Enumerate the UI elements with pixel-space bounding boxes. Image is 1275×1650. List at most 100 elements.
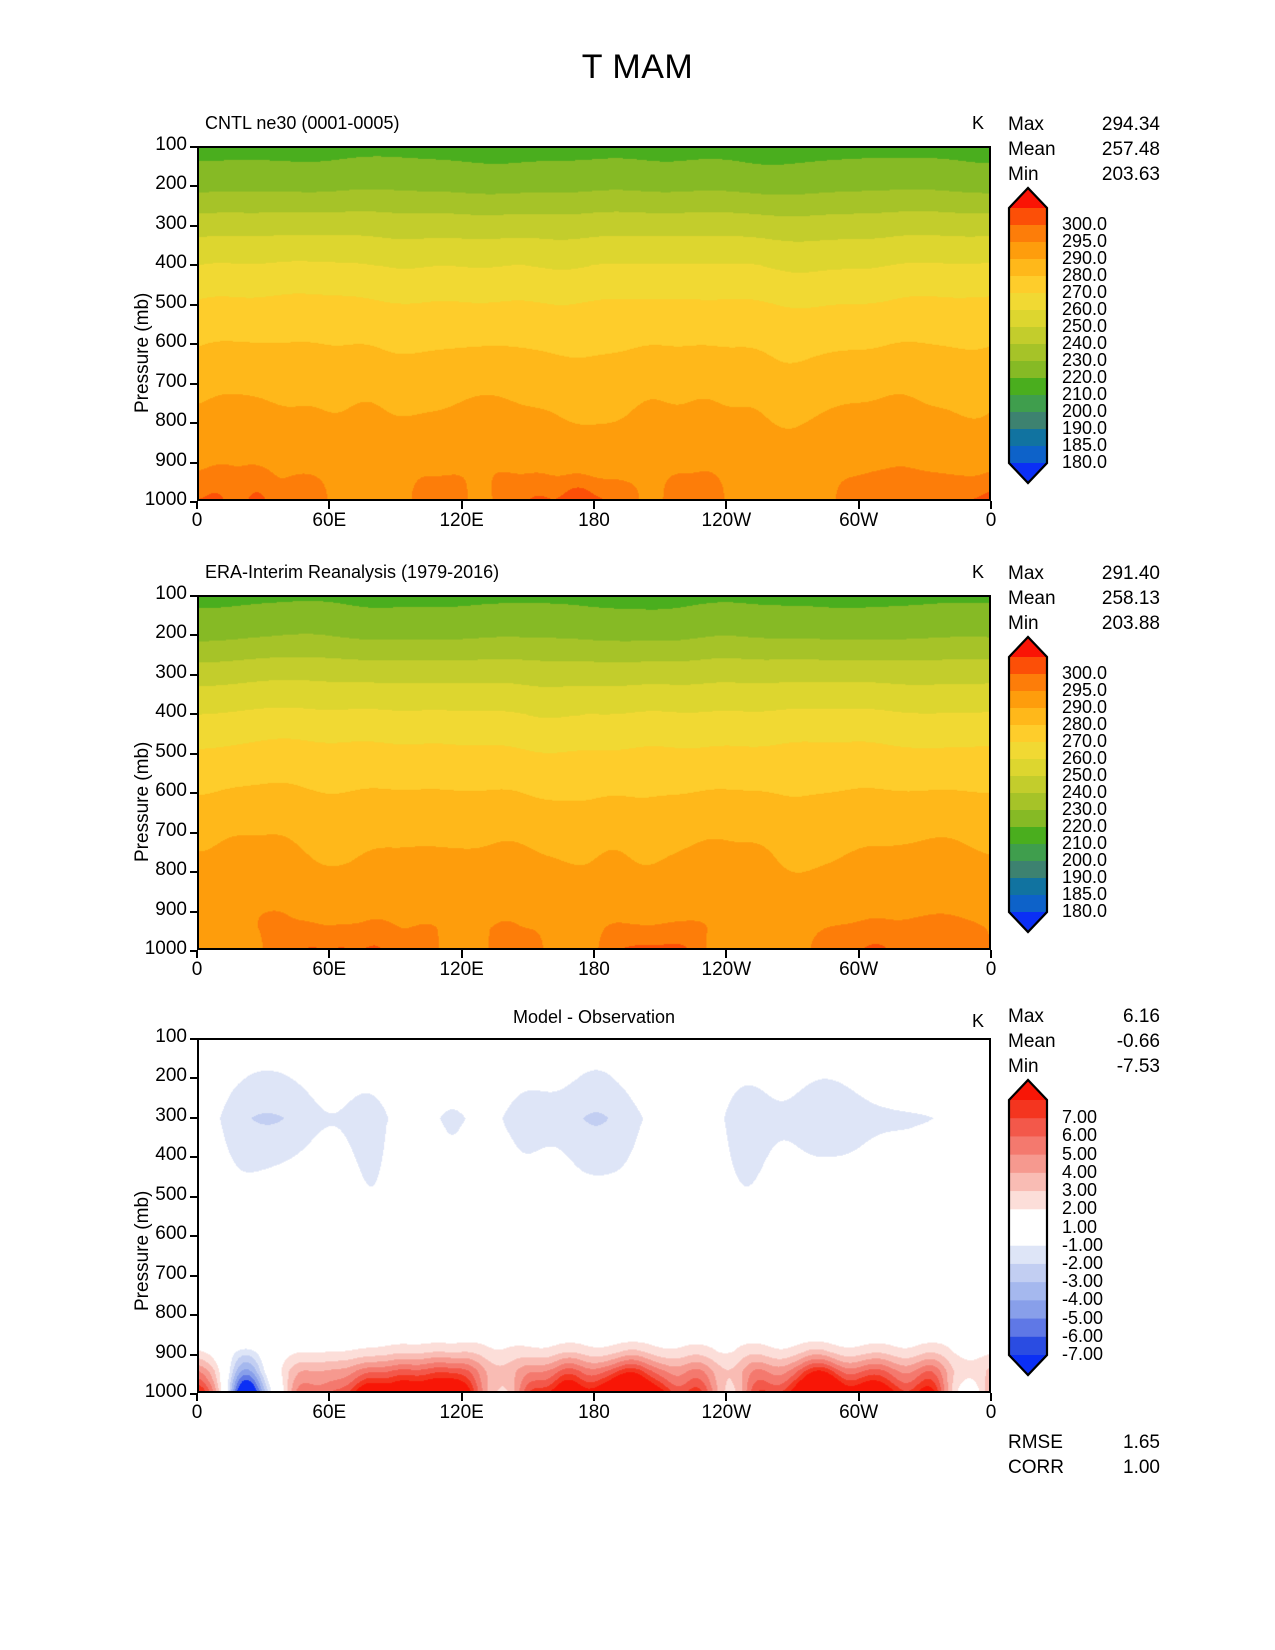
stat-value: 258.13 bbox=[1101, 588, 1160, 609]
xtick-label-2: 120E bbox=[439, 510, 484, 531]
ytick-mark bbox=[190, 713, 197, 716]
stat-key: Min bbox=[1008, 613, 1039, 634]
stat-value: -0.66 bbox=[1116, 1031, 1160, 1052]
xtick-label-1: 60E bbox=[312, 959, 347, 980]
panel-model-title: CNTL ne30 (0001-0005) bbox=[205, 113, 400, 133]
colorbar-tick-label: 190.0 bbox=[1062, 867, 1108, 887]
ytick-label-500: 500 bbox=[155, 740, 187, 762]
stat-value: -7.53 bbox=[1116, 1056, 1160, 1077]
colorbar-tick-label: 300.0 bbox=[1062, 663, 1108, 683]
ytick-label-200: 200 bbox=[155, 173, 187, 195]
ytick-mark bbox=[190, 910, 197, 913]
colorbar-tick-label: -2.00 bbox=[1062, 1252, 1104, 1273]
panel-observation-field bbox=[199, 597, 989, 948]
colorbar-tick-label: 250.0 bbox=[1062, 316, 1108, 336]
ytick-mark bbox=[190, 1235, 197, 1238]
xtick-label-2: 120E bbox=[439, 959, 484, 980]
xtick-mark bbox=[460, 501, 463, 509]
ytick-label-100: 100 bbox=[155, 1026, 187, 1047]
panel-observation-units: K bbox=[972, 562, 985, 582]
xtick-mark bbox=[460, 1393, 463, 1401]
panel-model-plot[interactable] bbox=[197, 146, 991, 501]
ytick-label-700: 700 bbox=[155, 1262, 187, 1284]
stat-value: 294.34 bbox=[1101, 114, 1160, 135]
colorbar-temperature-observation[interactable] bbox=[1007, 635, 1049, 934]
ytick-mark bbox=[190, 1038, 197, 1040]
ytick-mark bbox=[190, 831, 197, 834]
colorbar-tick-label: 2.00 bbox=[1062, 1198, 1098, 1219]
panel-difference-plot[interactable] bbox=[197, 1038, 991, 1393]
ytick-label-1000: 1000 bbox=[144, 938, 187, 959]
colorbar-tick-label: 220.0 bbox=[1062, 367, 1108, 387]
stat-value: 6.16 bbox=[1123, 1006, 1160, 1027]
ytick-label-900: 900 bbox=[155, 449, 187, 471]
ytick-mark bbox=[190, 422, 197, 425]
colorbar-tick-label: -3.00 bbox=[1062, 1271, 1104, 1292]
panel-difference-ylabel: Pressure (mb) bbox=[132, 1190, 153, 1311]
ytick-label-400: 400 bbox=[155, 1144, 187, 1166]
ytick-label-100: 100 bbox=[155, 134, 187, 155]
xtick-mark bbox=[328, 950, 331, 958]
ytick-mark bbox=[190, 224, 197, 227]
ytick-mark bbox=[190, 264, 197, 267]
ytick-label-900: 900 bbox=[155, 1341, 187, 1363]
stat-key: Mean bbox=[1008, 1031, 1056, 1052]
xtick-mark bbox=[593, 501, 595, 509]
colorbar-tick-label: 295.0 bbox=[1062, 680, 1108, 700]
panel-model-units: K bbox=[972, 113, 985, 133]
xtick-label-5: 60W bbox=[839, 1402, 879, 1423]
stat-key: Max bbox=[1008, 1006, 1044, 1027]
ytick-mark bbox=[190, 1077, 197, 1080]
xtick-mark bbox=[990, 1393, 992, 1401]
ytick-label-300: 300 bbox=[155, 661, 187, 683]
ytick-mark bbox=[190, 1195, 197, 1198]
stat-key: Min bbox=[1008, 164, 1039, 185]
xtick-label-4: 120W bbox=[701, 510, 752, 531]
ytick-label-600: 600 bbox=[155, 331, 187, 353]
colorbar-tick-label: 190.0 bbox=[1062, 418, 1108, 438]
xtick-label-3: 180 bbox=[578, 510, 610, 531]
ytick-mark bbox=[190, 871, 197, 874]
xtick-label-0: 0 bbox=[191, 510, 203, 531]
colorbar-tick-label: -4.00 bbox=[1062, 1289, 1104, 1310]
colorbar-tick-label: 240.0 bbox=[1062, 782, 1108, 802]
xtick-mark bbox=[725, 501, 728, 509]
score-key: CORR bbox=[1008, 1457, 1064, 1478]
colorbar-tick-label: -5.00 bbox=[1062, 1307, 1104, 1328]
xtick-label-1: 60E bbox=[312, 510, 347, 531]
ytick-mark bbox=[190, 1314, 197, 1317]
colorbar-tick-label: 210.0 bbox=[1062, 384, 1108, 404]
stat-key: Mean bbox=[1008, 588, 1056, 609]
xtick-mark bbox=[196, 1393, 198, 1401]
colorbar-tick-label: 300.0 bbox=[1062, 214, 1108, 234]
colorbar-tick-label: -7.00 bbox=[1062, 1344, 1104, 1364]
xtick-label-3: 180 bbox=[578, 959, 610, 980]
xtick-mark bbox=[593, 1393, 595, 1401]
ytick-label-500: 500 bbox=[155, 1183, 187, 1205]
ytick-label-1000: 1000 bbox=[144, 489, 187, 510]
xtick-label-3: 180 bbox=[578, 1402, 610, 1423]
colorbar-tick-label: 270.0 bbox=[1062, 731, 1108, 751]
score-value: 1.65 bbox=[1123, 1432, 1160, 1453]
colorbar-tick-label: 7.00 bbox=[1062, 1107, 1098, 1128]
colorbar-tick-label: 280.0 bbox=[1062, 265, 1108, 285]
colorbar-tick-label: 280.0 bbox=[1062, 714, 1108, 734]
xtick-label-6: 0 bbox=[985, 959, 997, 980]
panel-observation-title: ERA-Interim Reanalysis (1979-2016) bbox=[205, 562, 500, 582]
ytick-mark bbox=[190, 950, 197, 952]
xtick-label-6: 0 bbox=[985, 1402, 997, 1423]
ytick-label-700: 700 bbox=[155, 819, 187, 841]
stat-value: 257.48 bbox=[1101, 139, 1160, 160]
panel-observation-plot[interactable] bbox=[197, 595, 991, 950]
colorbar-difference[interactable] bbox=[1007, 1078, 1049, 1377]
colorbar-swatches bbox=[1007, 1078, 1049, 1377]
ytick-mark bbox=[190, 461, 197, 464]
xtick-mark bbox=[460, 950, 463, 958]
xtick-label-5: 60W bbox=[839, 510, 879, 531]
colorbar-tick-label: 230.0 bbox=[1062, 350, 1108, 370]
colorbar-temperature-model[interactable] bbox=[1007, 186, 1049, 485]
ytick-label-100: 100 bbox=[155, 583, 187, 604]
ytick-label-800: 800 bbox=[155, 410, 187, 432]
colorbar-tick-label: 3.00 bbox=[1062, 1180, 1098, 1201]
ytick-mark bbox=[190, 303, 197, 306]
